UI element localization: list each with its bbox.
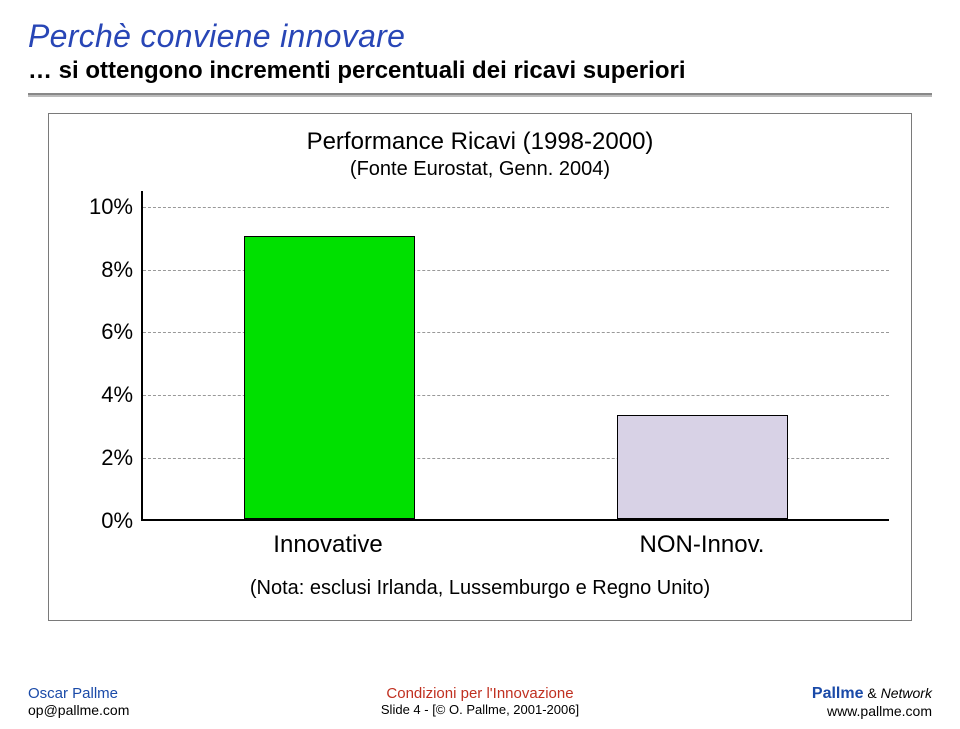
footer-center-title: Condizioni per l'Innovazione (329, 685, 630, 702)
footer-center-sub: Slide 4 - [© O. Pallme, 2001-2006] (329, 702, 630, 717)
footer: Oscar Pallme op@pallme.com Condizioni pe… (0, 685, 960, 719)
chart-source: (Fonte Eurostat, Genn. 2004) (71, 158, 889, 181)
brand-web: www.pallme.com (631, 703, 932, 719)
bar (617, 415, 789, 519)
y-tick-label: 10% (89, 194, 133, 220)
y-axis-labels: 0%2%4%6%8%10% (71, 191, 141, 521)
brand-amp: & (864, 685, 881, 701)
x-tick-label: NON-Innov. (515, 531, 889, 559)
footer-right: Pallme & Network www.pallme.com (631, 685, 932, 719)
y-tick-label: 8% (101, 257, 133, 283)
chart-plot (141, 191, 889, 521)
chart-plot-area: 0%2%4%6%8%10% (71, 191, 889, 521)
brand-name-b: Network (881, 685, 932, 701)
gridline (143, 207, 889, 208)
author-email: op@pallme.com (28, 702, 329, 718)
slide: Perchè conviene innovare … si ottengono … (0, 0, 960, 729)
bar (244, 236, 416, 519)
page-title: Perchè conviene innovare (28, 18, 932, 55)
y-tick-label: 4% (101, 382, 133, 408)
author-name: Oscar Pallme (28, 685, 329, 702)
brand: Pallme & Network (631, 685, 932, 703)
chart-note: (Nota: esclusi Irlanda, Lussemburgo e Re… (71, 577, 889, 600)
title-divider (28, 93, 932, 95)
x-tick-label: Innovative (141, 531, 515, 559)
brand-name-a: Pallme (812, 685, 864, 702)
chart-container: Performance Ricavi (1998-2000) (Fonte Eu… (48, 113, 912, 621)
y-tick-label: 6% (101, 319, 133, 345)
y-tick-label: 2% (101, 445, 133, 471)
y-tick-label: 0% (101, 508, 133, 534)
chart-title: Performance Ricavi (1998-2000) (71, 128, 889, 156)
x-axis-labels: InnovativeNON-Innov. (141, 531, 889, 559)
footer-left: Oscar Pallme op@pallme.com (28, 685, 329, 719)
title-area: Perchè conviene innovare … si ottengono … (28, 18, 932, 95)
page-subtitle: … si ottengono incrementi percentuali de… (28, 57, 932, 85)
footer-center: Condizioni per l'Innovazione Slide 4 - [… (329, 685, 630, 719)
